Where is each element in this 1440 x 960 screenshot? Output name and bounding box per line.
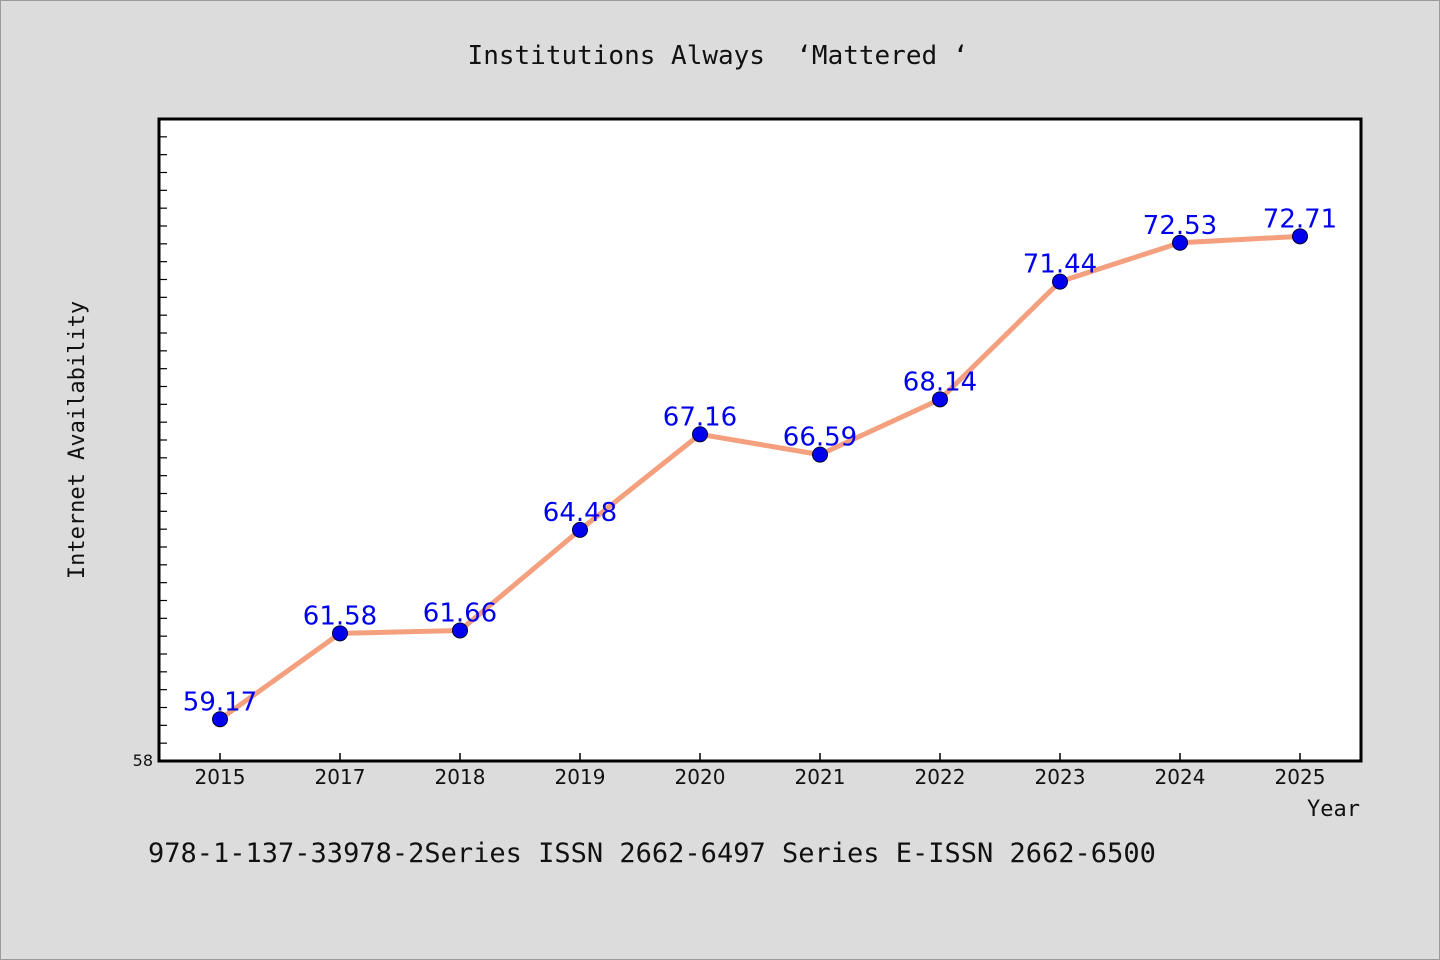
data-point-2017 (332, 625, 348, 642)
x-tick-label-2020: 2020 (675, 765, 726, 789)
x-tick-label-2015: 2015 (195, 765, 246, 789)
data-labels: 59.17 61.58 61.66 64.48 67.16 66.59 68.14 71.44… (183, 204, 1337, 717)
data-point-2021 (812, 446, 828, 463)
x-axis-label: Year (1307, 797, 1360, 822)
x-axis-ticks (219, 753, 1301, 761)
series-markers (212, 228, 1308, 728)
x-tick-label-2018: 2018 (435, 765, 486, 789)
x-tick-label-2021: 2021 (795, 765, 846, 789)
data-point-2022 (932, 391, 948, 408)
x-axis-tick-labels: 2015 2017 2018 2019 2020 2021 2022 2023 2024 2025 (195, 765, 1326, 789)
data-label-2025: 72.71 (1263, 204, 1337, 234)
footer-text: 978-1-137-33978-2Series ISSN 2662-6497 S… (148, 838, 1156, 869)
data-point-2020 (692, 426, 708, 443)
series-line (217, 233, 1303, 722)
data-label-2018: 61.66 (423, 598, 497, 628)
data-point-2019 (572, 521, 588, 538)
y-axis-label: Internet Availability (65, 301, 90, 579)
x-tick-label-2017: 2017 (315, 765, 366, 789)
data-label-2017: 61.58 (303, 601, 377, 631)
plot-area (157, 117, 1363, 763)
data-label-2015: 59.17 (183, 687, 257, 717)
data-point-2025 (1292, 228, 1308, 245)
x-tick-label-2023: 2023 (1035, 765, 1086, 789)
data-label-2023: 71.44 (1023, 250, 1097, 280)
data-label-2021: 66.59 (783, 423, 857, 453)
data-point-2018 (452, 622, 468, 639)
x-tick-label-2025: 2025 (1275, 765, 1326, 789)
data-label-2020: 67.16 (663, 402, 737, 432)
data-point-2023 (1052, 273, 1068, 290)
data-point-2015 (212, 711, 228, 728)
y-tick-label-0: 58 (133, 751, 153, 770)
x-tick-label-2019: 2019 (555, 765, 606, 789)
x-tick-label-2022: 2022 (915, 765, 966, 789)
data-label-2024: 72.53 (1143, 211, 1217, 241)
x-tick-label-2024: 2024 (1155, 765, 1206, 789)
data-label-2019: 64.48 (543, 498, 617, 528)
data-label-2022: 68.14 (903, 367, 977, 397)
data-point-2024 (1172, 234, 1188, 251)
y-axis-ticks (159, 136, 167, 744)
chart-title: Institutions Always ‘Mattered ‘ (468, 41, 969, 71)
